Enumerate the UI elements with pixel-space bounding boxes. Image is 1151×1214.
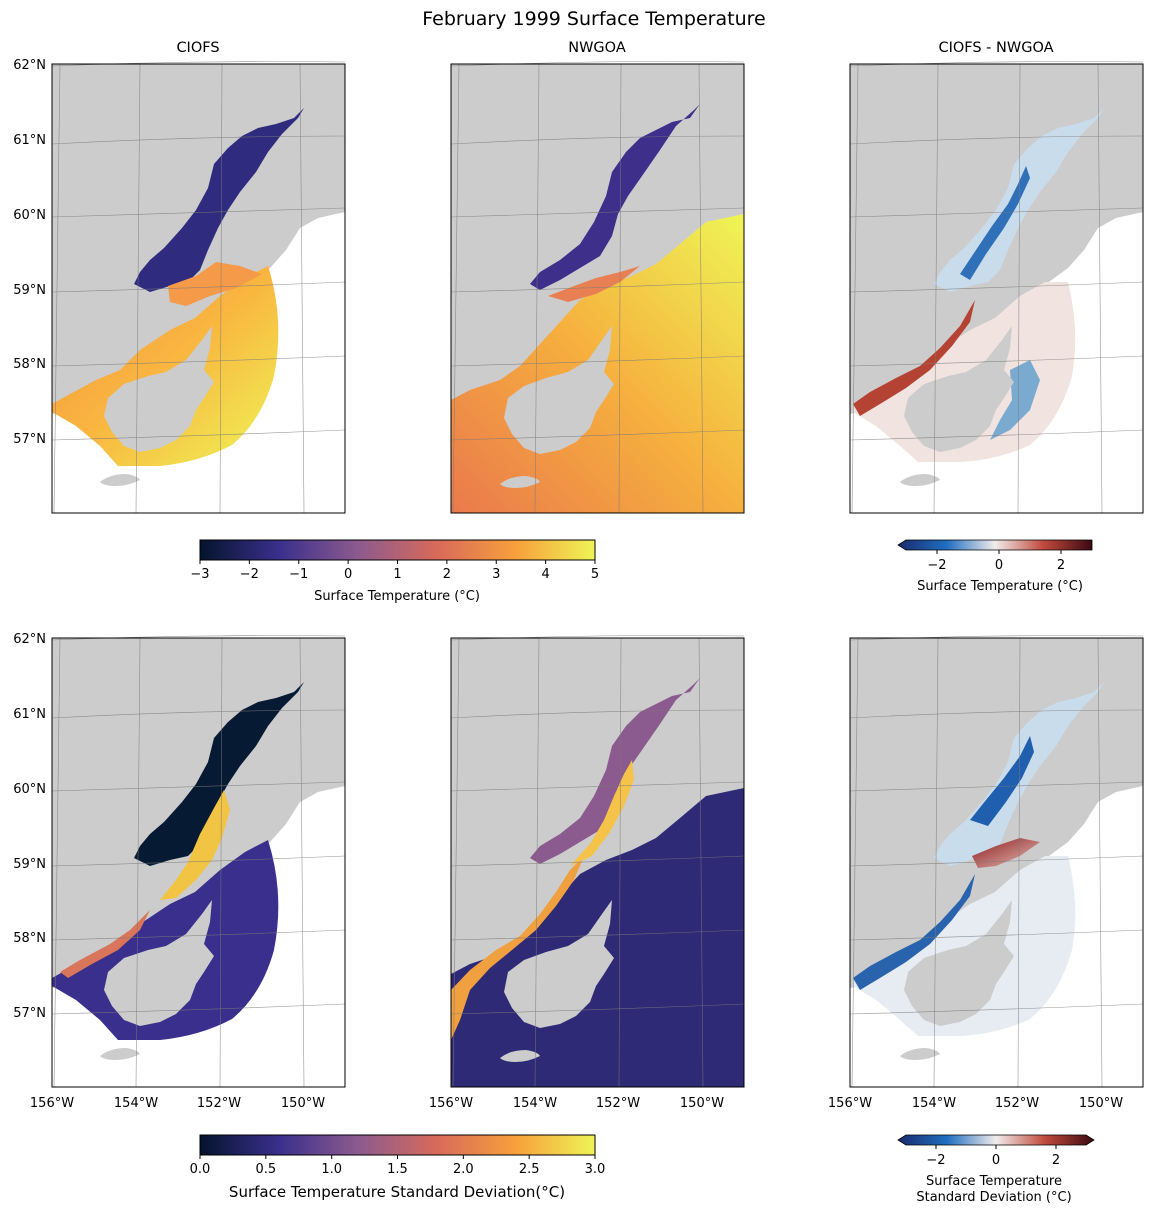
colorbar-std-ticks: 0.0 0.5 1.0 1.5 2.0 2.5 3.0: [190, 1155, 606, 1177]
colorbar-tick-label: 2: [443, 567, 451, 582]
colorbar-tick-label: 2: [1052, 1153, 1060, 1168]
diff-warm-coast: [853, 300, 975, 416]
colorbar-std-diff-ticks: −2 0 2: [926, 1145, 1060, 1168]
diff-std-red: [972, 838, 1040, 868]
colorbar-tick-label: −3: [190, 567, 209, 582]
panel-nwgoa-temp: NWGOA: [450, 40, 745, 514]
lon-label: 150°W: [1079, 1096, 1123, 1111]
lon-label: 156°W: [429, 1096, 473, 1111]
diff-std-inlet-cold: [970, 736, 1034, 826]
colorbar-std-diff: −2 0 2 Surface Temperature Standard Deviat…: [897, 1134, 1095, 1205]
panel-title-nwgoa: NWGOA: [568, 40, 626, 56]
lat-label: 60°N: [13, 782, 46, 797]
lat-label: 60°N: [13, 208, 46, 223]
lon-label: 154°W: [912, 1096, 956, 1111]
diff-std-cold-coast: [853, 874, 975, 990]
nwgoa-kodiak: [504, 326, 614, 454]
colorbar-std: 0.0 0.5 1.0 1.5 2.0 2.5 3.0 Surface Temperatur…: [190, 1134, 606, 1201]
colorbar-temp-label: Surface Temperature (°C): [314, 589, 480, 604]
panel-diff-temp: CIOFS - NWGOA: [849, 40, 1144, 514]
colorbar-temp-ticks: −3 −2 −1 0 1 2 3 4 5: [190, 560, 599, 582]
lat-label: 61°N: [13, 133, 46, 148]
lat-labels-row1: 62°N 61°N 60°N 59°N 58°N 57°N: [13, 58, 46, 447]
diff-kodiak-cold: [990, 360, 1040, 440]
colorbar-tick-label: 3.0: [585, 1162, 606, 1177]
lat-label: 62°N: [13, 632, 46, 647]
lon-labels: 156°W 154°W 152°W 150°W 156°W 154°W 152°W 150°W…: [30, 1096, 1123, 1111]
nwgoa-std-inlet: [530, 678, 700, 864]
lon-label: 156°W: [828, 1096, 872, 1111]
lon-label: 156°W: [30, 1096, 74, 1111]
lat-label: 58°N: [13, 357, 46, 372]
lon-label: 152°W: [995, 1096, 1039, 1111]
colorbar-tick-label: 1: [393, 567, 401, 582]
lat-label: 58°N: [13, 931, 46, 946]
nwgoa-std-coastal: [451, 856, 584, 1040]
colorbar-tick-label: 3: [492, 567, 500, 582]
lon-label: 154°W: [114, 1096, 158, 1111]
diff-inlet-cold: [960, 166, 1030, 280]
lat-label: 57°N: [13, 1006, 46, 1021]
figure-title: February 1999 Surface Temperature: [422, 8, 765, 30]
lat-labels-row2: 62°N 61°N 60°N 59°N 58°N 57°N: [13, 632, 46, 1021]
colorbar-tick-label: 0: [995, 558, 1003, 573]
lat-label: 61°N: [13, 707, 46, 722]
lat-label: 57°N: [13, 432, 46, 447]
colorbar-std-diff-label-line1: Surface Temperature: [926, 1174, 1062, 1189]
colorbar-tick-label: 0.5: [255, 1162, 276, 1177]
colorbar-std-label: Surface Temperature Standard Deviation(°…: [229, 1183, 565, 1201]
lat-label: 59°N: [13, 283, 46, 298]
colorbar-tick-label: 4: [541, 567, 549, 582]
lon-label: 154°W: [513, 1096, 557, 1111]
panel-ciofs-temp: CIOFS: [51, 40, 346, 514]
colorbar-tick-label: 2.0: [453, 1162, 474, 1177]
ciofs-upper-inlet: [134, 108, 304, 292]
lon-label: 152°W: [596, 1096, 640, 1111]
colorbar-tick-label: 1.5: [387, 1162, 408, 1177]
panel-nwgoa-std: [450, 635, 745, 1088]
colorbar-tick-label: 2: [1057, 558, 1065, 573]
colorbar-tick-label: −1: [289, 567, 308, 582]
colorbar-tick-label: 0: [344, 567, 352, 582]
colorbar-temp-diff: −2 0 2 Surface Temperature (°C): [897, 539, 1093, 594]
graticule: [51, 61, 346, 514]
colorbar-tick-label: 0: [992, 1153, 1000, 1168]
colorbar-tick-label: −2: [927, 558, 946, 573]
colorbar-tick-label: 0.0: [190, 1162, 211, 1177]
panel-diff-std: [849, 635, 1144, 1088]
ciofs-std-upper: [134, 682, 304, 866]
lat-label: 62°N: [13, 58, 46, 73]
colorbar-temp-diff-label: Surface Temperature (°C): [917, 579, 1083, 594]
panel-ciofs-std: [51, 635, 346, 1088]
ciofs-mid-inlet: [168, 262, 262, 306]
colorbar-temp: −3 −2 −1 0 1 2 3 4 5 Surface Temperature (°C): [190, 539, 599, 604]
panel-title-ciofs: CIOFS: [176, 40, 219, 56]
ciofs-std-hot: [160, 790, 230, 900]
colorbar-tick-label: 5: [591, 567, 599, 582]
colorbar-temp-diff-ticks: −2 0 2: [927, 550, 1065, 573]
colorbar-tick-label: −2: [240, 567, 259, 582]
island-south: [100, 474, 140, 486]
lon-label: 150°W: [680, 1096, 724, 1111]
lat-label: 59°N: [13, 857, 46, 872]
colorbar-tick-label: 1.0: [321, 1162, 342, 1177]
lon-label: 150°W: [281, 1096, 325, 1111]
nwgoa-std-inlet-hot: [570, 760, 634, 866]
lon-label: 152°W: [197, 1096, 241, 1111]
colorbar-tick-label: −2: [926, 1153, 945, 1168]
panel-title-diff: CIOFS - NWGOA: [938, 40, 1053, 56]
colorbar-tick-label: 2.5: [519, 1162, 540, 1177]
nwgoa-inlet-mid: [548, 266, 640, 302]
nwgoa-inlet-upper: [530, 104, 700, 290]
ciofs-std-coast: [60, 910, 150, 978]
colorbar-std-diff-label-line2: Standard Deviation (°C): [916, 1190, 1071, 1205]
kodiak-island: [104, 326, 214, 452]
